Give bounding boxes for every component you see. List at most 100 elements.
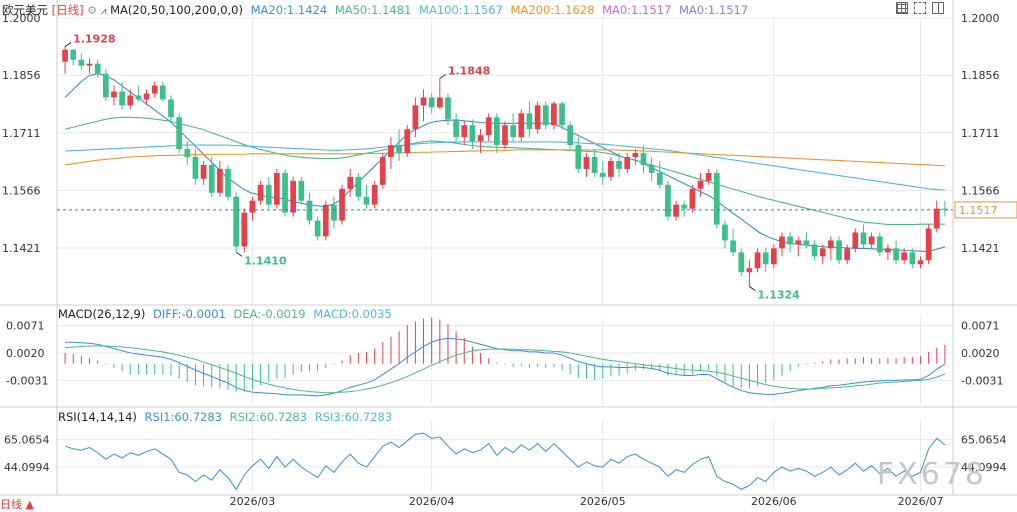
price-y-tick-left: 1.1711 <box>2 127 41 140</box>
candle-body <box>526 113 533 130</box>
x-axis-tick-label: 2026/03 <box>230 495 276 508</box>
toolbar <box>896 2 952 16</box>
ma20-value: MA20:1.1424 <box>250 3 328 17</box>
candle-body <box>184 149 191 158</box>
candle-body <box>510 125 516 138</box>
candle-body <box>819 248 826 257</box>
candle-body <box>306 200 313 221</box>
price-extreme-label: 1.1324 <box>757 289 800 302</box>
candle-body <box>868 236 875 245</box>
candle-body <box>102 73 109 98</box>
candle-body <box>217 168 223 193</box>
price-y-tick-right: 1.1421 <box>961 242 1000 255</box>
candle-body <box>730 240 736 253</box>
candle-body <box>795 240 802 245</box>
fullscreen-icon[interactable] <box>914 2 926 14</box>
candle-body <box>159 85 166 100</box>
candle-body <box>363 196 370 205</box>
candle-body <box>428 97 435 108</box>
candle-body <box>494 117 500 146</box>
candle-body <box>828 240 834 249</box>
x-axis-tick-label: 2026/06 <box>751 495 797 508</box>
watermark-logo: FX678 <box>876 457 987 492</box>
ma50-value: MA50:1.1481 <box>334 3 412 17</box>
symbol-name: 欧元美元 <box>2 3 48 17</box>
period-footer-label[interactable]: 日线 ▲ <box>0 498 34 511</box>
rsi3-value: RSI3:60.7283 <box>314 410 393 424</box>
candle-body <box>420 97 427 106</box>
price-y-tick-left: 1.2000 <box>2 12 41 25</box>
candle-body <box>779 236 785 249</box>
candle-body <box>485 117 492 136</box>
candle-body <box>94 63 101 74</box>
candle-body <box>436 97 443 108</box>
candle-body <box>355 176 362 197</box>
candle-body <box>78 59 85 66</box>
price-extreme-label: 1.1410 <box>244 254 287 267</box>
candle-body <box>640 153 647 165</box>
candle-body <box>502 125 508 146</box>
price-header: 欧元美元 [日线] ⚙ ⩘ MA(20,50,100,200,0,0) MA20… <box>2 3 748 19</box>
grid-layout-icon[interactable] <box>896 2 908 14</box>
candle-body <box>461 125 468 138</box>
candle-body <box>591 157 598 173</box>
candle-body <box>314 220 321 237</box>
candle-body <box>412 105 419 130</box>
candle-body <box>624 157 631 169</box>
candle-body <box>608 161 614 177</box>
macd-header: MACD(26,12,9) DIFF:-0.0001 DEA:-0.0019 M… <box>58 307 392 321</box>
indicator-chart-icon: ⩘ <box>100 6 107 17</box>
candle-body <box>86 63 93 66</box>
candle-body <box>282 172 288 213</box>
settings-gear-icon[interactable]: ⚙ <box>87 4 98 17</box>
candle-body <box>151 85 158 94</box>
candle-body <box>534 105 541 130</box>
ma0-value-2: MA0:1.1517 <box>678 3 749 17</box>
candle-body <box>119 91 125 106</box>
candle-body <box>689 188 696 209</box>
x-axis-tick-label: 2026/04 <box>409 495 455 508</box>
rsi1-value: RSI1:60.7283 <box>144 410 222 424</box>
price-y-tick-left: 1.1421 <box>2 242 41 255</box>
macd-diff-line <box>65 337 946 397</box>
candle-body <box>705 172 712 181</box>
period-label[interactable]: [日线] <box>51 3 84 17</box>
candle-body <box>754 252 761 269</box>
candle-body <box>200 164 207 179</box>
candle-body <box>176 117 182 150</box>
macd-y-tick-right: 0.0020 <box>961 347 1000 360</box>
candle-body <box>371 184 378 205</box>
rsi-y-tick-left: 65.0654 <box>4 434 50 447</box>
candle-body <box>379 157 386 185</box>
current-price-box <box>954 201 1017 219</box>
candle-body <box>917 260 924 265</box>
candle-body <box>404 129 411 154</box>
candle-body <box>542 105 549 126</box>
candle-body <box>274 172 280 205</box>
candle-body <box>632 153 639 158</box>
macd-y-tick-right: -0.0031 <box>961 374 1003 387</box>
macd-params: MACD(26,12,9) <box>58 307 146 321</box>
candle-body <box>347 176 354 189</box>
candle-body <box>909 252 916 265</box>
candle-body <box>876 236 883 253</box>
candle-body <box>168 99 174 118</box>
candle-body <box>836 240 842 261</box>
candle-body <box>575 145 582 169</box>
x-axis-tick-label: 2026/07 <box>898 495 944 508</box>
x-axis-tick-label: 2026/05 <box>580 495 626 508</box>
candle-body <box>70 49 77 60</box>
macd-dea-line <box>65 345 946 394</box>
candle-body <box>787 236 793 245</box>
price-y-tick-right: 1.1856 <box>961 69 1000 82</box>
candle-body <box>453 119 459 138</box>
candle-body <box>665 184 671 217</box>
candle-body <box>477 135 484 142</box>
price-extreme-label: 1.1928 <box>73 33 115 46</box>
candle-body <box>62 49 68 62</box>
candle-body <box>567 125 574 146</box>
price-y-tick-left: 1.1856 <box>2 69 41 82</box>
annotation-pointer <box>439 73 447 79</box>
layout-split-icon[interactable] <box>932 2 944 14</box>
